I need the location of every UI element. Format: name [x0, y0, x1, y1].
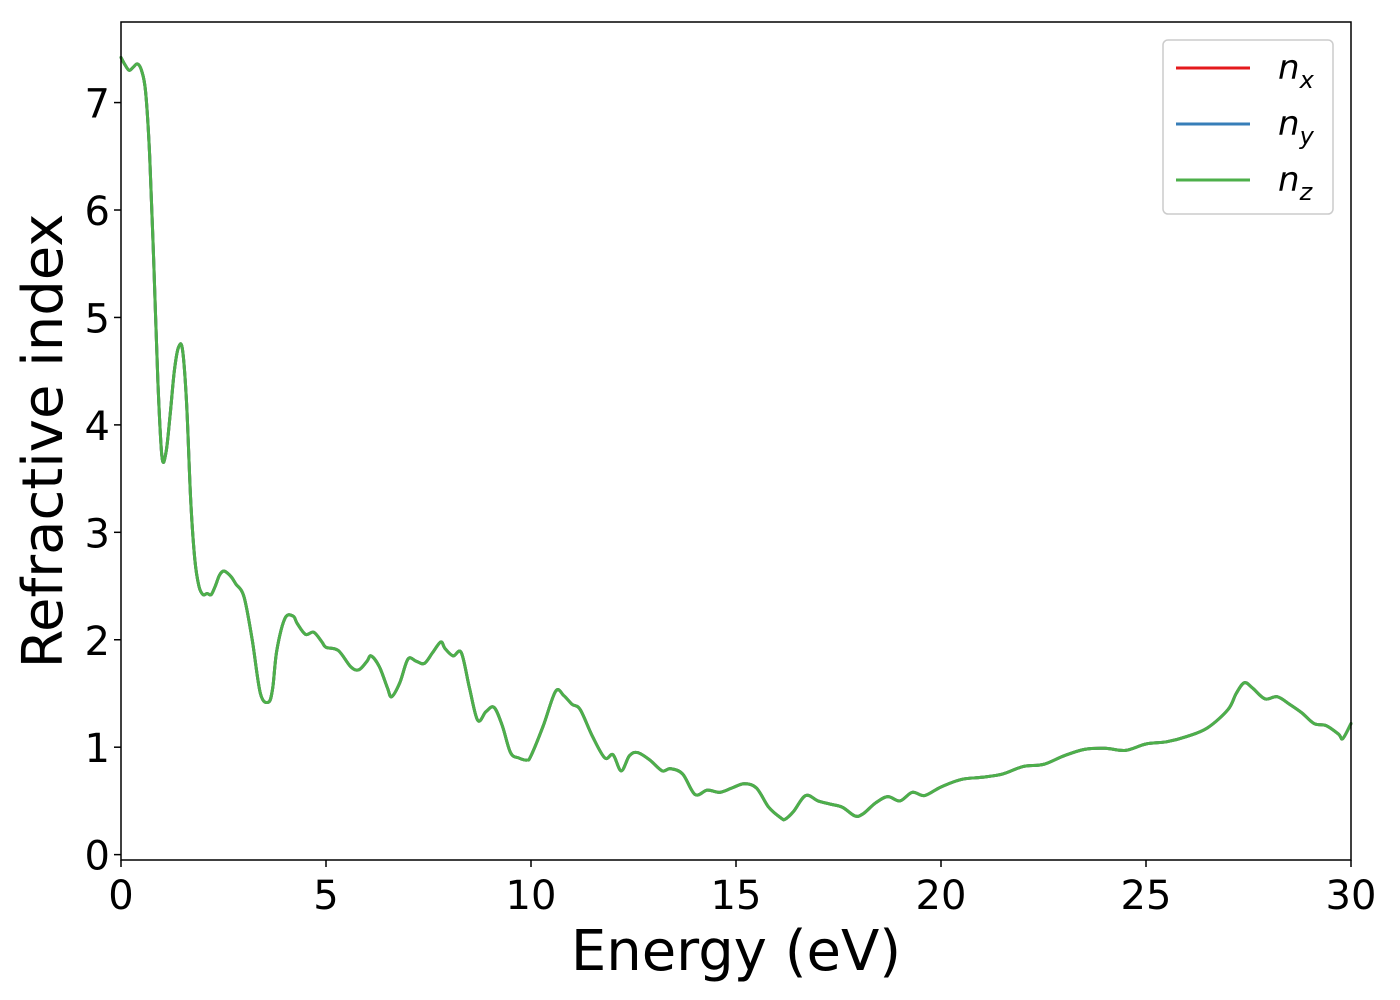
y-tick-label: 2 — [85, 619, 110, 665]
series-line-n-z — [119, 55, 1353, 822]
y-tick-label: 5 — [85, 296, 110, 342]
series-layer — [119, 55, 1353, 822]
x-tick-label: 30 — [1326, 873, 1377, 919]
plot-frame — [120, 21, 1352, 861]
x-tick-label: 20 — [916, 873, 967, 919]
y-tick-label: 4 — [85, 404, 110, 450]
legend-frame — [1162, 39, 1334, 215]
y-tick-label: 7 — [85, 82, 110, 128]
plot-area — [121, 22, 1351, 860]
y-tick-label: 1 — [85, 726, 110, 772]
y-tick-label: 0 — [85, 834, 110, 880]
y-axis-title: Refractive index — [11, 214, 76, 669]
ticks-layer: 0 5 10 15 20 25 30 0 1 2 3 4 5 6 7 — [85, 82, 1377, 919]
y-tick-label: 6 — [85, 189, 110, 235]
x-tick-label: 10 — [506, 873, 557, 919]
x-tick-label: 25 — [1121, 873, 1172, 919]
x-tick-label: 0 — [108, 873, 133, 919]
x-axis-title: Energy (eV) — [571, 919, 901, 984]
x-tick-label: 15 — [711, 873, 762, 919]
y-tick-label: 3 — [85, 511, 110, 557]
x-tick-label: 5 — [313, 873, 338, 919]
